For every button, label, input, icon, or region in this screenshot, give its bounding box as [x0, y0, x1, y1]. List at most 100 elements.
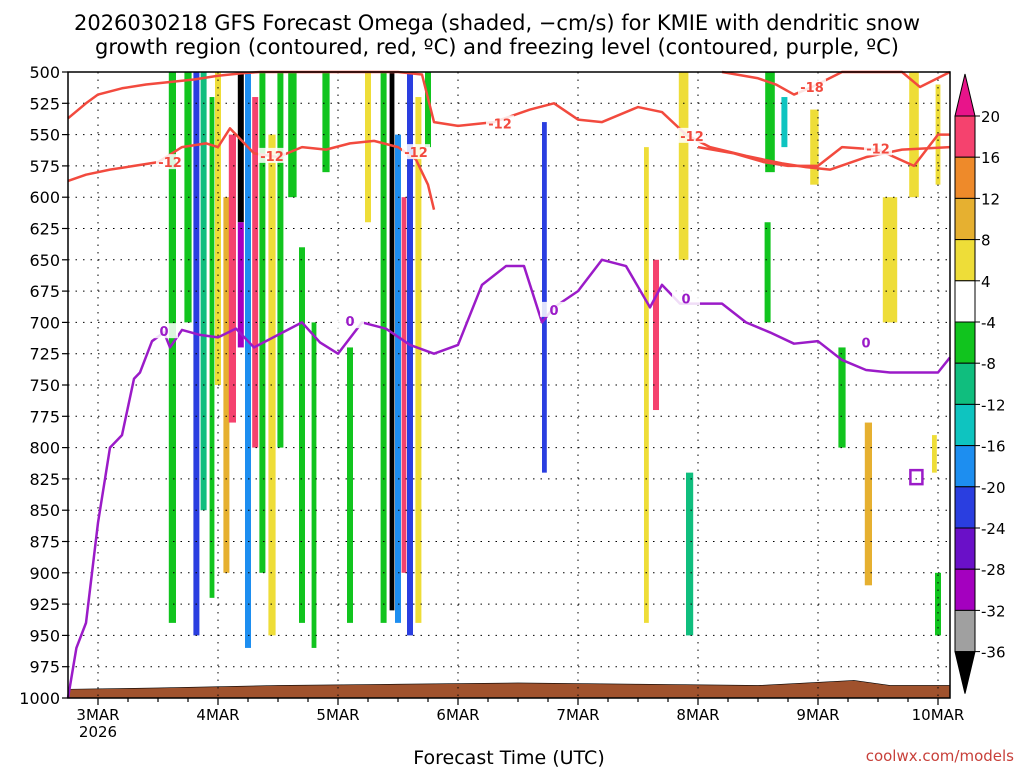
omega-shade-cell [389, 72, 395, 611]
y-tick-label: 550 [29, 126, 60, 145]
colorbar-label: 12 [981, 190, 1000, 208]
gridlines [68, 71, 950, 699]
contour-label: 0 [681, 293, 690, 308]
contour-label-bg [798, 79, 826, 95]
colorbar-label: -28 [981, 561, 1006, 579]
y-tick-label: 600 [29, 188, 60, 207]
plot-area: -12 -12 -12 -12 -12 -12 -18 0 0 0 0 0 [66, 70, 951, 699]
contour-line-minus12 [67, 70, 951, 171]
contour-label-bg [156, 154, 184, 170]
omega-shade-cell [932, 435, 937, 473]
colorbar: 20 16 12 8 4 -4 -8 -12 -16 -20 -24 -28 -32 -36 [954, 73, 1006, 694]
omega-shade-cell [542, 122, 547, 473]
chart-title-line-1: 2026030218 GFS Forecast Omega (shaded, −… [74, 11, 920, 35]
y-tick-label: 650 [29, 251, 60, 270]
colorbar-label: 4 [981, 273, 991, 291]
x-tick-sublabel: 2026 [79, 723, 117, 741]
omega-shade-cell [245, 72, 251, 648]
omega-shade-cell [425, 72, 431, 148]
y-tick-label: 975 [29, 658, 60, 677]
omega-shade-cell [764, 222, 771, 323]
colorbar-label: -36 [981, 644, 1006, 662]
y-tick-label: 900 [29, 564, 60, 583]
colorbar-bottom-arrow [954, 651, 976, 694]
contour-label: -12 [260, 150, 284, 165]
colorbar-swatch [954, 239, 976, 282]
contour-label: -12 [404, 146, 428, 161]
colorbar-label: -24 [981, 520, 1006, 538]
y-tick-label: 825 [29, 470, 60, 489]
omega-shade-cell [686, 472, 694, 636]
credit-text: coolwx.com/models [866, 747, 1014, 765]
colorbar-swatch [954, 568, 976, 611]
omega-shade-cell [882, 197, 898, 323]
colorbar-label: -12 [981, 396, 1006, 414]
contour-label-bg [672, 290, 700, 306]
contour-label-bg [864, 140, 892, 156]
omega-shade-cell [380, 72, 387, 623]
omega-shade-cell [347, 347, 353, 623]
colorbar-top-arrow [954, 73, 976, 117]
contour-label-bg [486, 115, 514, 131]
omega-shade-cell [277, 72, 284, 448]
omega-shade-cell [415, 97, 422, 623]
y-tick-label: 925 [29, 595, 60, 614]
x-tick-label: 9MAR [796, 706, 839, 724]
omega-shade-cell [401, 197, 407, 573]
contour-label: -12 [488, 117, 512, 132]
contour-label-bg [150, 323, 178, 339]
colorbar-swatch [954, 527, 976, 570]
y-tick-label: 750 [29, 376, 60, 395]
contour-line-0 [66, 258, 951, 699]
contour-label: -12 [158, 156, 182, 171]
omega-shade-cell [168, 72, 176, 623]
y-tick-label: 800 [29, 439, 60, 458]
omega-shade-cell [395, 134, 401, 623]
contour-label: -12 [680, 130, 704, 145]
contour-label: 0 [549, 304, 558, 319]
omega-shade-cell [259, 72, 266, 573]
colorbar-swatch [954, 445, 976, 488]
omega-shade-cell [228, 134, 236, 423]
colorbar-swatch [954, 403, 976, 447]
x-axis-label: Forecast Time (UTC) [413, 747, 604, 768]
contour-line-minus12 [697, 133, 950, 168]
x-tick-label: 3MAR [76, 706, 119, 724]
omega-shade-cell [765, 72, 775, 173]
y-tick-label: 700 [29, 313, 60, 332]
omega-shade-cell [909, 72, 919, 198]
x-tick-label: 4MAR [196, 706, 239, 724]
colorbar-swatch [954, 609, 976, 653]
contour-label: 0 [159, 325, 168, 340]
y-tick-label: 675 [29, 282, 60, 301]
y-tick-label: 850 [29, 501, 60, 520]
colorbar-label: -32 [981, 602, 1006, 620]
contour-line-minus12 [67, 127, 436, 211]
x-tick-label: 8MAR [676, 706, 719, 724]
contour-label-bg [402, 144, 430, 160]
y-tick-label: 950 [29, 626, 60, 645]
y-tick-label: 725 [29, 345, 60, 364]
x-tick-label: 6MAR [436, 706, 479, 724]
y-tick-label: 875 [29, 533, 60, 552]
omega-shade-cell [781, 97, 788, 148]
colorbar-swatch [954, 115, 976, 158]
colorbar-label: 8 [981, 232, 991, 250]
omega-shade-cell [407, 72, 413, 636]
omega-shade-cell [322, 72, 330, 173]
colorbar-label: -4 [981, 314, 996, 332]
y-tick-label: 1000 [19, 689, 60, 708]
y-tick-label: 525 [29, 94, 60, 113]
omega-shade-cell [209, 97, 215, 598]
x-tick-label: 10MAR [912, 706, 965, 724]
y-tick-label: 575 [29, 157, 60, 176]
y-tick-label: 775 [29, 407, 60, 426]
contour-label-bg [258, 147, 286, 163]
contour-label-bg [336, 313, 364, 329]
chart-title-line-2: growth region (contoured, red, ºC) and f… [95, 35, 899, 59]
omega-shade-cell [810, 109, 819, 185]
contour-label-bg [678, 127, 706, 143]
x-tick-label: 7MAR [556, 706, 599, 724]
